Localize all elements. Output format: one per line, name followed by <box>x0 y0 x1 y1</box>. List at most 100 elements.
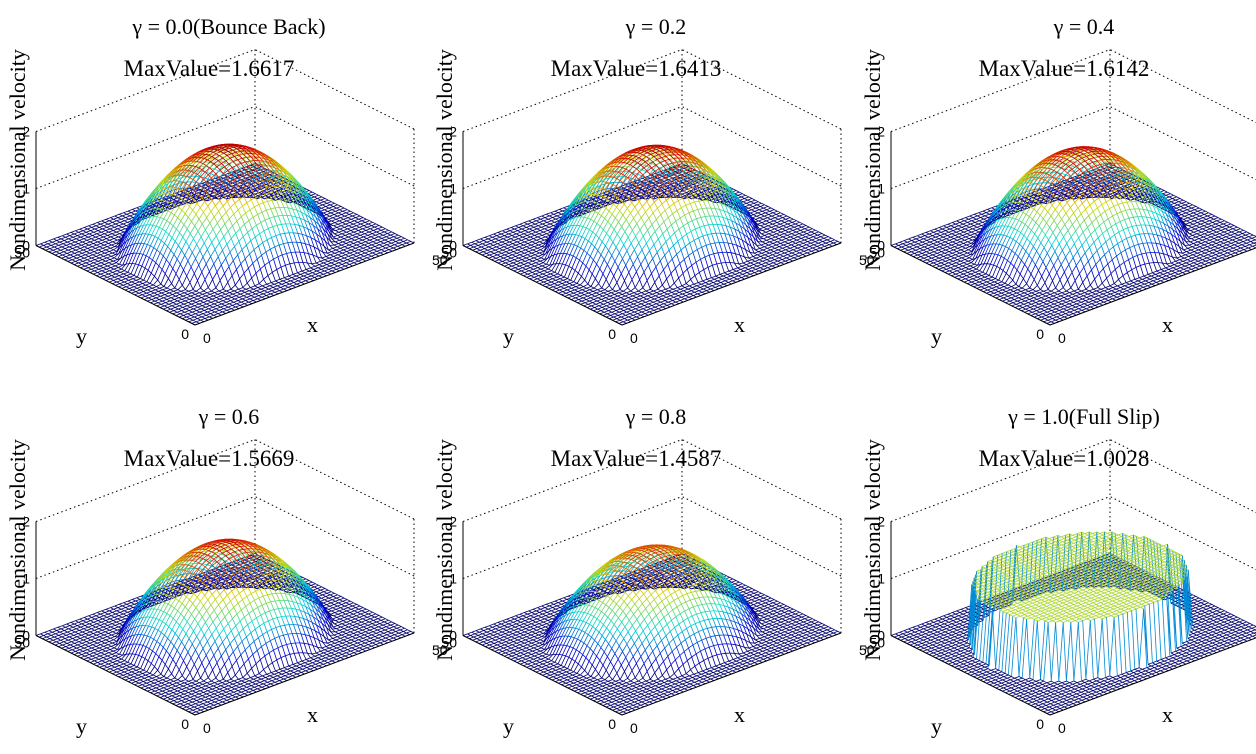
mesh-line-x <box>176 303 180 305</box>
mesh-line-x <box>103 266 107 268</box>
mesh-line-x <box>110 227 114 229</box>
mesh-line-x <box>196 288 200 291</box>
mesh-line-x <box>175 279 179 288</box>
mesh-line-x <box>233 221 237 226</box>
mesh-line-x <box>79 231 83 233</box>
mesh-line-x <box>98 260 102 262</box>
mesh-line-x <box>160 287 164 289</box>
mesh-line-x <box>200 202 204 208</box>
mesh-line-x <box>258 212 262 214</box>
mesh-line-x <box>207 242 211 249</box>
mesh-line-x <box>113 229 117 231</box>
mesh-line-x <box>153 280 157 285</box>
mesh-line-x <box>224 157 228 159</box>
mesh-line-x <box>231 203 235 207</box>
mesh-line-x <box>100 253 104 255</box>
mesh-line-x <box>349 213 353 215</box>
mesh-line-x <box>110 239 114 241</box>
mesh-line-x <box>171 296 175 298</box>
mesh-line-x <box>85 234 89 236</box>
mesh-line-x <box>332 208 336 210</box>
mesh-line-x <box>169 226 173 235</box>
mesh-line-x <box>115 214 119 216</box>
mesh-line-x <box>87 269 91 271</box>
mesh-line-x <box>152 226 156 235</box>
mesh-line-x <box>123 284 127 286</box>
mesh-line-x <box>143 290 147 292</box>
mesh-line-x <box>212 236 216 243</box>
mesh-line-x <box>184 291 188 293</box>
mesh-line-x <box>147 235 151 245</box>
mesh-line-x <box>119 274 123 276</box>
mesh-line-x <box>347 239 351 241</box>
mesh-line-x <box>127 213 131 215</box>
mesh-line-x <box>348 216 352 218</box>
mesh-line-x <box>146 246 150 256</box>
mesh-line-x <box>162 299 166 301</box>
mesh-line-x <box>93 223 97 225</box>
mesh-line-x <box>219 206 223 211</box>
mesh-line-x <box>106 268 110 270</box>
mesh-line-x <box>227 239 231 245</box>
mesh-line-x <box>325 216 329 218</box>
mesh-line-x <box>229 261 233 267</box>
mesh-line-x <box>157 293 161 295</box>
mesh-line-x <box>107 226 111 228</box>
mesh-line-x <box>82 263 86 265</box>
mesh-line-x <box>83 260 87 262</box>
mesh-line-x <box>136 279 140 281</box>
mesh-line-x <box>68 249 72 251</box>
mesh-line-x <box>71 231 75 233</box>
mesh-line-x <box>161 303 165 305</box>
mesh-line-x <box>222 212 226 217</box>
mesh-line-x <box>87 227 91 229</box>
mesh-line-x <box>177 291 181 293</box>
mesh-line-x <box>108 222 112 224</box>
mesh-line-x <box>137 266 141 277</box>
mesh-line-x <box>287 215 291 216</box>
mesh-line-x <box>329 218 333 220</box>
surface-panel: 012050050xyNondimensional velocityγ = 0.… <box>5 14 448 348</box>
mesh-line-x <box>142 256 146 266</box>
mesh-line-x <box>86 242 90 244</box>
mesh-line-x <box>223 244 227 250</box>
mesh-line-x <box>238 158 242 159</box>
mesh-line-x <box>246 210 250 213</box>
mesh-line-x <box>336 218 340 220</box>
mesh-line-x <box>42 247 46 249</box>
mesh-line-x <box>161 210 165 218</box>
mesh-line-x <box>114 279 118 281</box>
mesh-line-x <box>89 255 93 257</box>
mesh-line-x <box>260 231 264 234</box>
mesh-line-x <box>105 271 109 273</box>
mesh-line-x <box>114 226 118 228</box>
mesh-line-x <box>83 240 87 242</box>
mesh-line-x <box>114 218 118 220</box>
mesh-line-x <box>172 274 176 284</box>
mesh-line-x <box>362 230 366 232</box>
mesh-line-x <box>331 223 335 225</box>
mesh-line-x <box>97 252 101 254</box>
mesh-line-x <box>74 232 78 234</box>
mesh-line-x <box>106 279 110 281</box>
mesh-line-x <box>204 288 208 292</box>
mesh-line-x <box>337 226 341 228</box>
mesh-line-x <box>327 213 331 215</box>
mesh-line-x <box>112 243 116 245</box>
mesh-line-x <box>180 255 184 264</box>
mesh-line-x <box>218 250 222 257</box>
mesh-line-x <box>191 259 195 268</box>
mesh-line-x <box>274 216 278 217</box>
mesh-line-x <box>107 245 111 247</box>
mesh-line-x <box>347 219 351 221</box>
mesh-line-x <box>79 261 83 263</box>
mesh-line-x <box>168 269 172 279</box>
mesh-line-x <box>126 216 130 218</box>
mesh-line-x <box>69 237 73 239</box>
mesh-line-x <box>346 211 350 213</box>
mesh-line-x <box>141 268 145 279</box>
mesh-line-x <box>275 207 279 208</box>
mesh-line-x <box>363 227 367 229</box>
mesh-line-x <box>104 274 108 276</box>
mesh-line-x <box>54 237 58 239</box>
